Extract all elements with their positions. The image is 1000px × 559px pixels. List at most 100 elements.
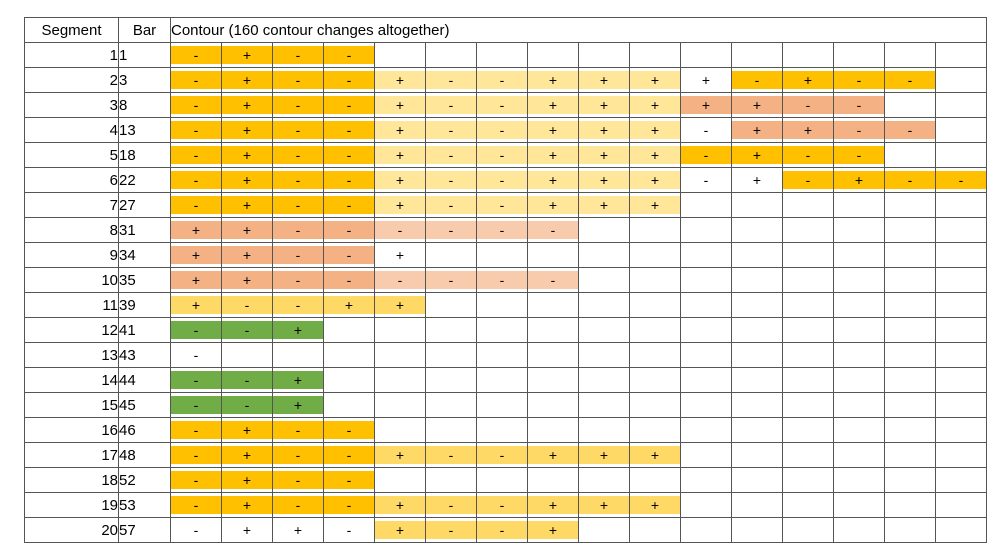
contour-symbol: -: [681, 121, 731, 139]
contour-cell: +: [374, 67, 426, 93]
contour-symbol: +: [528, 171, 578, 189]
contour-symbol: -: [324, 96, 374, 114]
bar-cell: 52: [118, 467, 171, 493]
contour-symbol: -: [477, 121, 527, 139]
bar-cell: 27: [118, 192, 171, 218]
contour-cell: -: [425, 217, 477, 243]
contour-cell: +: [731, 117, 783, 143]
contour-cell: -: [374, 217, 426, 243]
contour-cell: [935, 292, 987, 318]
contour-cell: [527, 417, 579, 443]
contour-cell: [680, 467, 732, 493]
contour-cell: [782, 217, 834, 243]
bar-cell: 53: [118, 492, 171, 518]
contour-symbol: +: [171, 296, 221, 314]
contour-cell: -: [782, 167, 834, 193]
contour-symbol: +: [222, 46, 272, 64]
contour-symbol: -: [375, 271, 425, 289]
contour-symbol: -: [834, 121, 884, 139]
contour-symbol: +: [273, 396, 323, 414]
contour-cell: [884, 42, 936, 68]
contour-symbol: -: [171, 96, 221, 114]
contour-symbol: -: [171, 396, 221, 414]
contour-cell: [629, 392, 681, 418]
contour-symbol: -: [273, 71, 323, 89]
contour-cell: +: [374, 192, 426, 218]
contour-symbol: -: [426, 521, 476, 539]
contour-cell: [884, 517, 936, 543]
contour-symbol: -: [324, 471, 374, 489]
contour-cell: [884, 417, 936, 443]
contour-cell: [833, 317, 885, 343]
segment-cell: 2: [24, 67, 119, 93]
contour-symbol: -: [426, 221, 476, 239]
contour-cell: [527, 392, 579, 418]
contour-cell: -: [476, 492, 528, 518]
contour-cell: +: [221, 142, 273, 168]
contour-cell: [782, 342, 834, 368]
contour-symbol: -: [171, 71, 221, 89]
contour-cell: -: [680, 117, 732, 143]
contour-cell: -: [170, 417, 222, 443]
contour-symbol: +: [630, 496, 680, 514]
contour-cell: [629, 367, 681, 393]
contour-symbol: -: [324, 146, 374, 164]
contour-cell: [833, 392, 885, 418]
contour-symbol: +: [528, 196, 578, 214]
contour-cell: -: [221, 367, 273, 393]
contour-cell: [731, 242, 783, 268]
segment-cell: 9: [24, 242, 119, 268]
contour-cell: -: [170, 392, 222, 418]
segment-cell: 7: [24, 192, 119, 218]
contour-cell: [680, 417, 732, 443]
contour-cell: [629, 242, 681, 268]
contour-symbol: -: [324, 221, 374, 239]
contour-cell: +: [272, 367, 324, 393]
contour-symbol: +: [222, 496, 272, 514]
contour-cell: [527, 42, 579, 68]
contour-symbol: -: [171, 496, 221, 514]
contour-cell: [935, 342, 987, 368]
contour-symbol: -: [171, 446, 221, 464]
contour-cell: [833, 467, 885, 493]
contour-cell: -: [272, 242, 324, 268]
contour-symbol: +: [732, 96, 782, 114]
contour-cell: -: [374, 267, 426, 293]
contour-cell: -: [425, 142, 477, 168]
contour-symbol: -: [273, 421, 323, 439]
contour-cell: +: [527, 167, 579, 193]
contour-symbol: -: [885, 171, 935, 189]
contour-cell: -: [272, 42, 324, 68]
contour-symbol: +: [630, 196, 680, 214]
contour-cell: -: [476, 117, 528, 143]
contour-symbol: -: [477, 71, 527, 89]
contour-symbol: -: [273, 496, 323, 514]
contour-cell: [578, 392, 630, 418]
contour-cell: -: [170, 167, 222, 193]
contour-cell: -: [323, 92, 375, 118]
contour-symbol: +: [630, 171, 680, 189]
contour-cell: [578, 517, 630, 543]
contour-cell: [629, 517, 681, 543]
contour-cell: -: [170, 342, 222, 368]
contour-cell: [221, 342, 273, 368]
contour-symbol: -: [324, 71, 374, 89]
contour-cell: +: [629, 167, 681, 193]
contour-cell: [527, 467, 579, 493]
contour-cell: +: [272, 317, 324, 343]
contour-cell: -: [782, 92, 834, 118]
contour-cell: +: [629, 192, 681, 218]
contour-symbol: +: [681, 96, 731, 114]
contour-cell: [680, 367, 732, 393]
contour-cell: [323, 392, 375, 418]
contour-cell: -: [323, 192, 375, 218]
segment-cell: 19: [24, 492, 119, 518]
contour-symbol: -: [426, 496, 476, 514]
contour-symbol: +: [222, 471, 272, 489]
contour-cell: -: [170, 192, 222, 218]
contour-cell: [935, 392, 987, 418]
contour-symbol: +: [579, 71, 629, 89]
contour-cell: [629, 267, 681, 293]
contour-symbol: -: [477, 146, 527, 164]
contour-cell: +: [272, 392, 324, 418]
